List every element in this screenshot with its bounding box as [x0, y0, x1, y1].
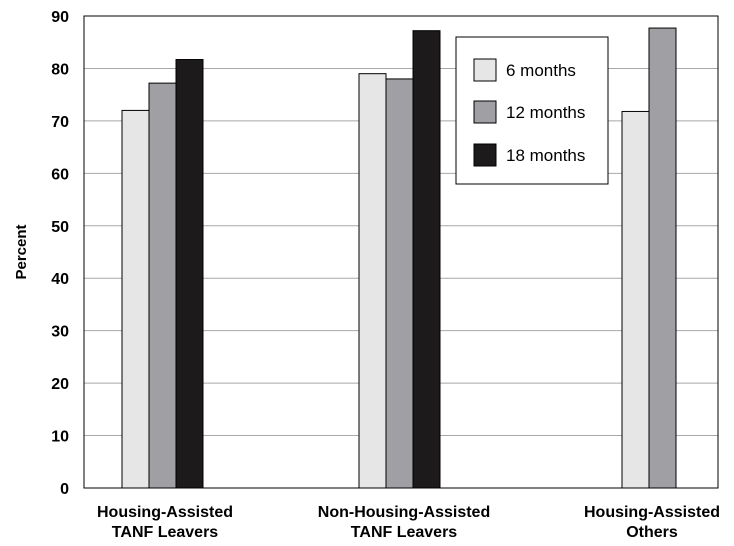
legend-swatch	[473, 58, 497, 82]
y-tick-label: 80	[51, 61, 69, 78]
y-tick-label: 20	[51, 376, 69, 393]
bar-12-months-0	[148, 82, 177, 489]
bar-18-months-0	[175, 59, 204, 489]
y-tick-label: 50	[51, 219, 69, 236]
y-axis-title: Percent	[13, 224, 30, 279]
y-axis-ticks: 0 10 20 30 40 50 60 70 80 90	[51, 9, 69, 498]
x-axis-labels: Housing-Assisted TANF Leavers Non-Housing-…	[97, 504, 720, 541]
bar-6-months-1	[358, 73, 387, 489]
bar-18-months-1	[412, 30, 441, 489]
y-tick-label: 60	[51, 166, 69, 183]
plot-frame	[83, 15, 719, 489]
y-tick-label: 40	[51, 271, 69, 288]
legend-label: 18 months	[506, 146, 585, 165]
category-label: TANF Leavers	[351, 524, 458, 541]
bar-12-months-2	[648, 27, 677, 489]
category-label: Housing-Assisted	[97, 504, 233, 521]
y-tick-label: 70	[51, 114, 69, 131]
category-label: TANF Leavers	[112, 524, 219, 541]
legend-swatch	[473, 143, 497, 167]
bar-6-months-2	[621, 110, 650, 489]
bar-6-months-0	[121, 109, 150, 489]
category-label: Non-Housing-Assisted	[318, 504, 490, 521]
legend-swatch	[473, 100, 497, 124]
category-label: Housing-Assisted	[584, 504, 720, 521]
y-tick-label: 0	[60, 481, 69, 498]
y-tick-label: 10	[51, 429, 69, 446]
legend: 6 months 12 months 18 months	[455, 36, 609, 185]
category-label: Others	[626, 524, 678, 541]
y-tick-label: 90	[51, 9, 69, 26]
legend-label: 12 months	[506, 103, 585, 122]
bars	[121, 27, 677, 489]
legend-label: 6 months	[506, 61, 576, 80]
bar-12-months-1	[385, 78, 414, 489]
y-tick-label: 30	[51, 324, 69, 341]
